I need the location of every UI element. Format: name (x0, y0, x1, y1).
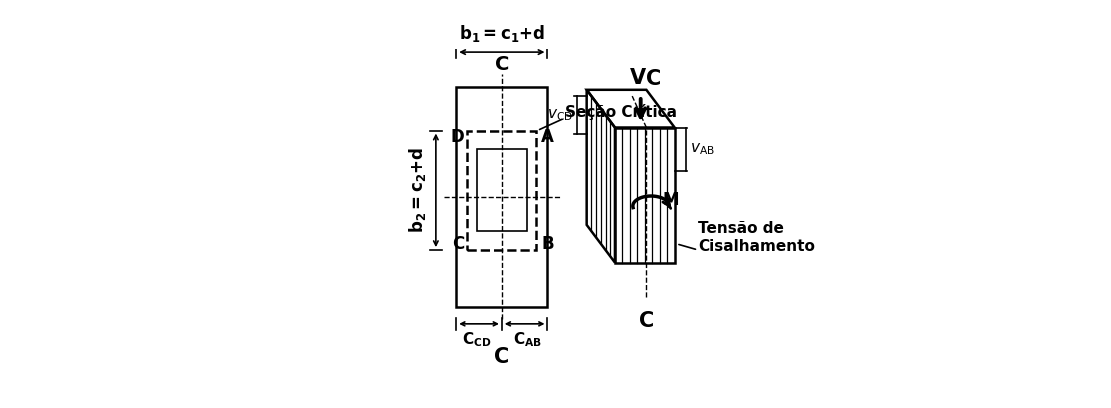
Text: C: C (645, 69, 661, 89)
Text: $v_\mathrm{AB}$: $v_\mathrm{AB}$ (690, 142, 715, 157)
Text: Tensão de
Cisalhamento: Tensão de Cisalhamento (698, 221, 815, 254)
Text: $\mathbf{b_2{=}c_2{+}d}$: $\mathbf{b_2{=}c_2{+}d}$ (407, 147, 428, 233)
Text: C: C (494, 348, 510, 368)
Text: A: A (541, 127, 554, 146)
Text: M: M (662, 191, 679, 209)
Text: Seção Crítica: Seção Crítica (564, 104, 677, 120)
Text: $v_\mathrm{CD}$: $v_\mathrm{CD}$ (547, 107, 572, 123)
Text: C: C (452, 235, 464, 253)
Text: B: B (541, 235, 553, 253)
Text: C: C (639, 311, 654, 331)
Text: $\mathbf{b_1{=}c_1{+}d}$: $\mathbf{b_1{=}c_1{+}d}$ (459, 23, 544, 44)
Text: $\mathbf{C_{AB}}$: $\mathbf{C_{AB}}$ (512, 331, 542, 350)
Text: C: C (494, 55, 509, 74)
Text: V: V (630, 68, 645, 88)
Text: $\mathbf{C_{CD}}$: $\mathbf{C_{CD}}$ (462, 331, 491, 350)
Text: D: D (450, 127, 464, 146)
